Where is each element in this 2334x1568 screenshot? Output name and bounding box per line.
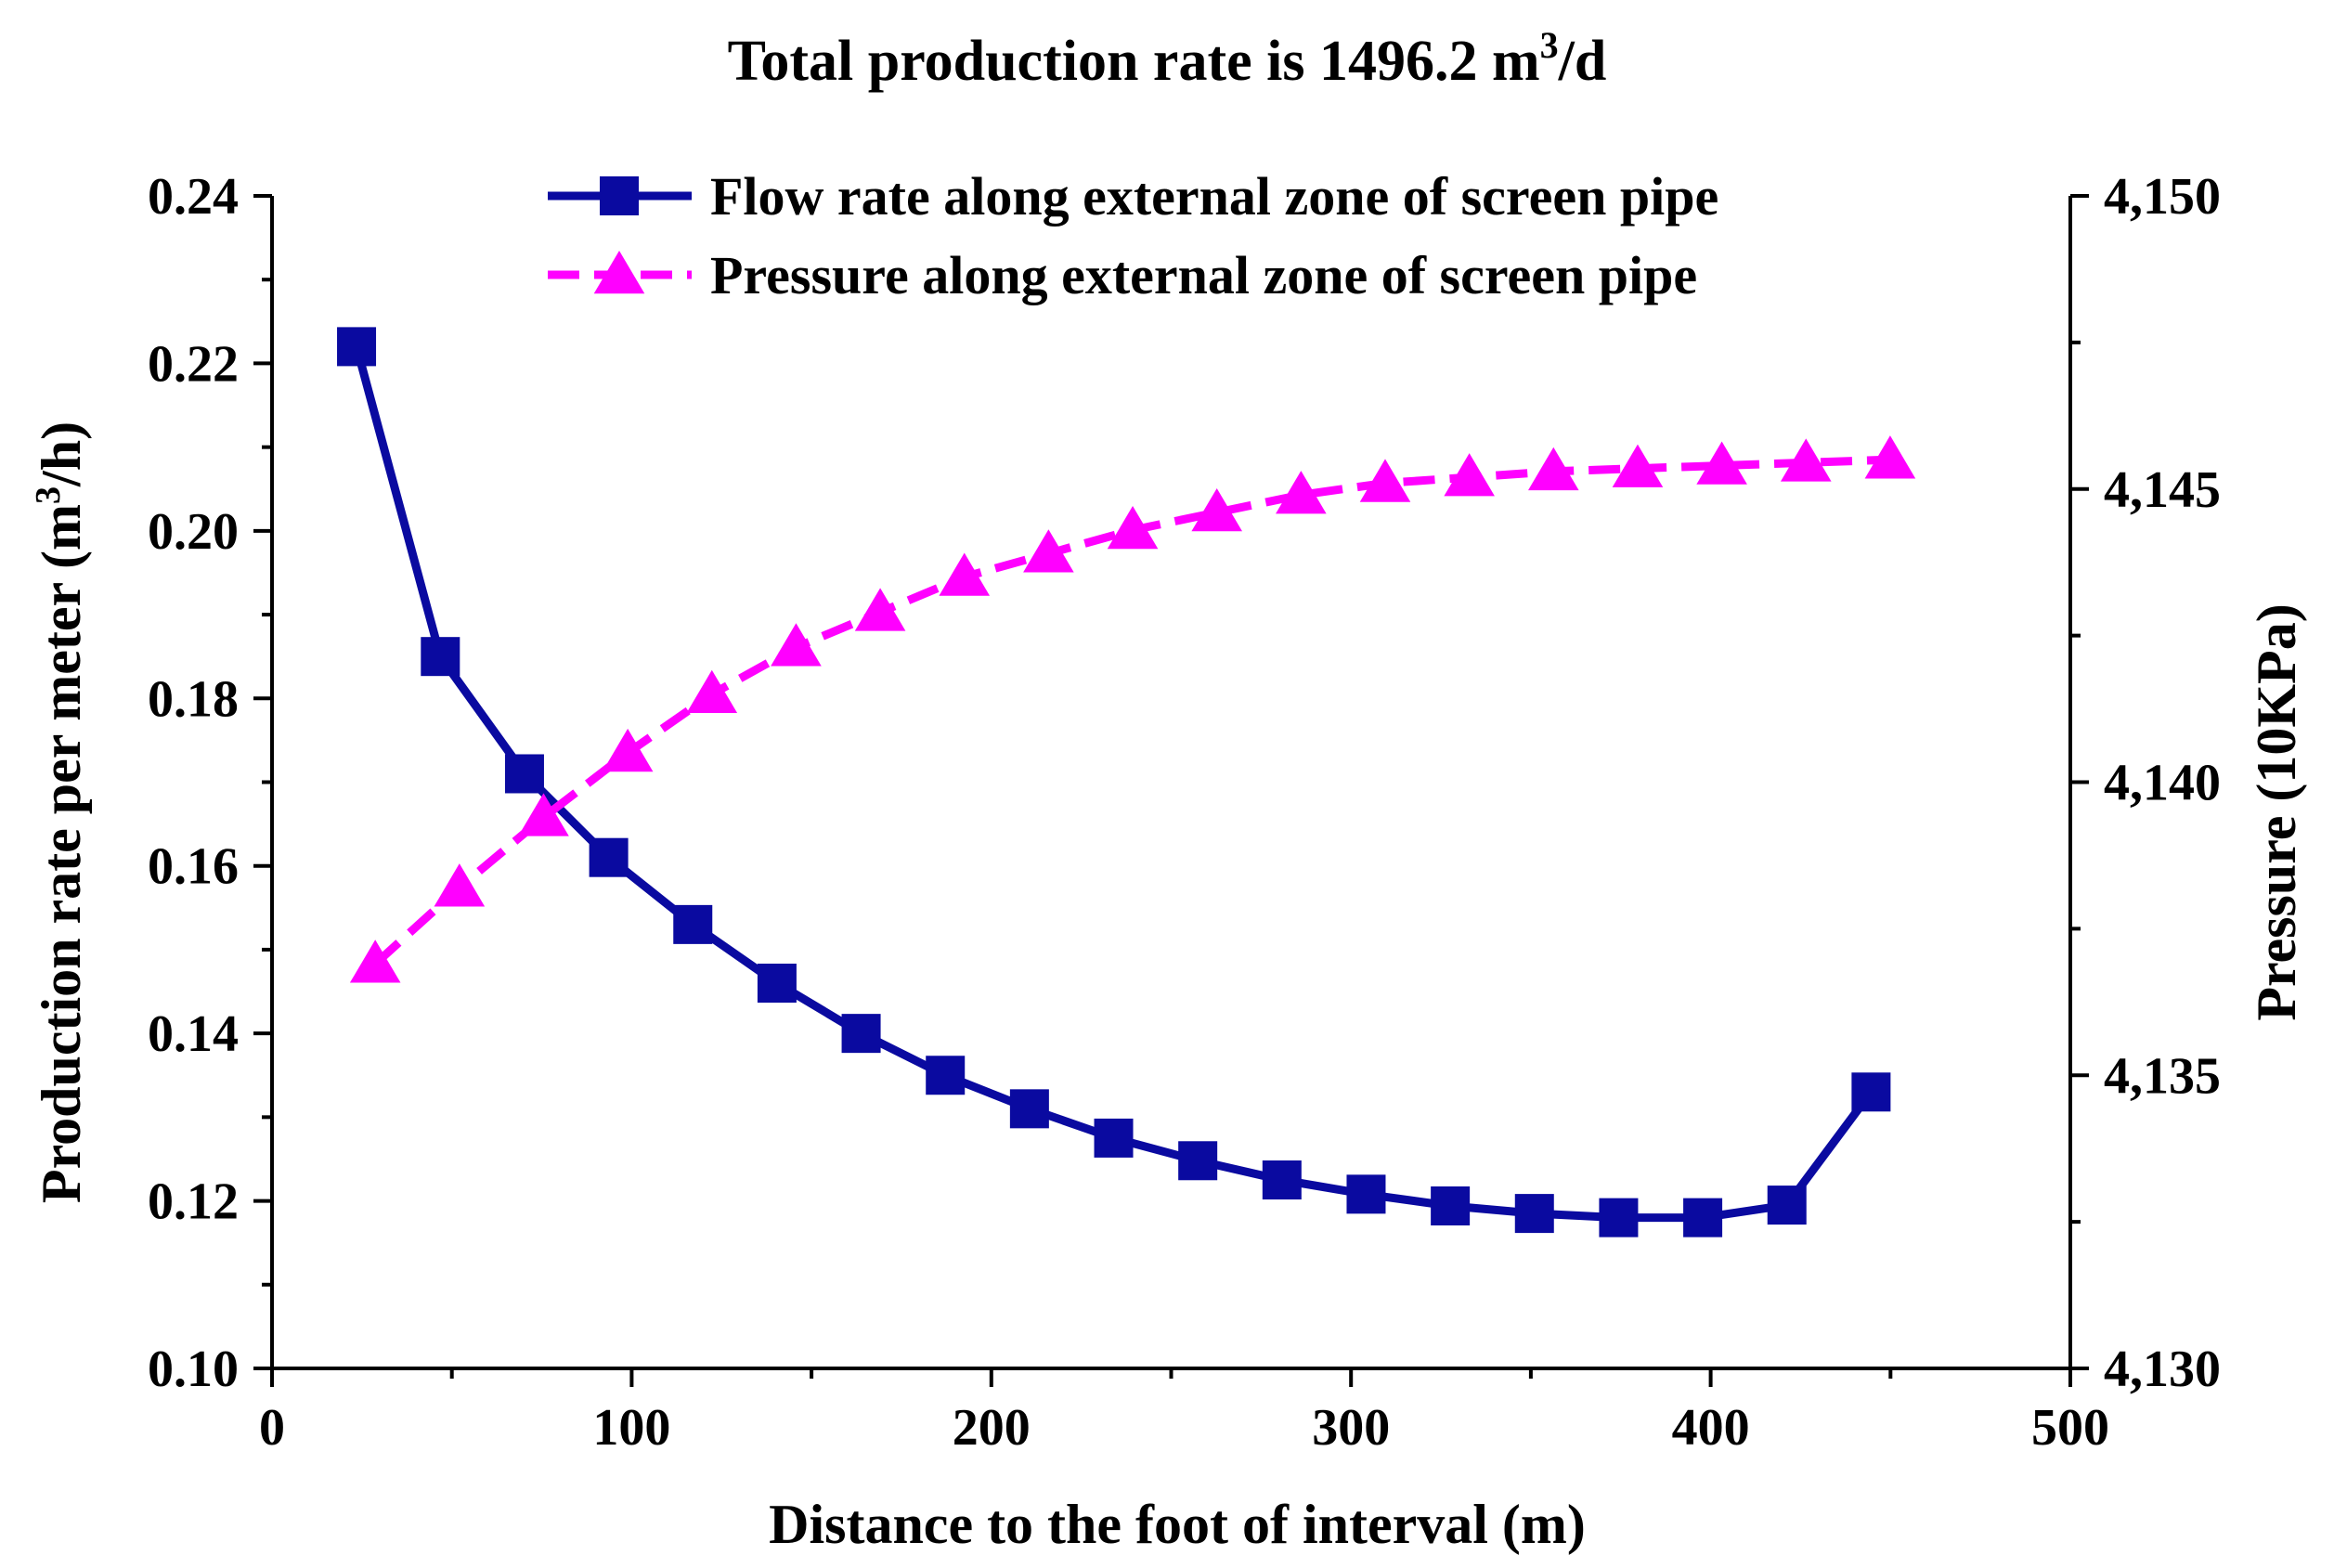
series-layer [337, 327, 1916, 1238]
data-point [1178, 1141, 1218, 1181]
x-tick-label: 400 [1672, 1399, 1750, 1457]
data-point [504, 754, 544, 794]
data-point [1528, 447, 1579, 491]
data-point [1696, 441, 1747, 485]
legend-label: Pressure along external zone of screen p… [710, 245, 1697, 305]
y2-tick-label: 4,135 [2104, 1047, 2221, 1105]
data-point [673, 904, 713, 944]
y2-tick-label: 4,140 [2104, 755, 2221, 812]
data-point [841, 1014, 881, 1054]
data-point [589, 837, 629, 877]
y-tick-label: 0.10 [148, 1341, 239, 1398]
data-point [926, 1056, 966, 1095]
y2-tick-label: 4,130 [2104, 1341, 2221, 1398]
x-tick-label: 200 [953, 1399, 1031, 1457]
data-point [1780, 438, 1832, 482]
y-axis-label-main: Production rate per meter (m [31, 504, 92, 1203]
data-point [421, 637, 460, 677]
data-point [1262, 1160, 1302, 1200]
y-tick-label: 0.20 [148, 503, 239, 561]
y-tick-label: 0.22 [148, 335, 239, 393]
data-point [434, 863, 486, 907]
data-point [1767, 1186, 1807, 1225]
legend-marker [600, 176, 639, 215]
y-axis-right: 4,130 4,135 4,140 4,145 4,150 [2070, 168, 2221, 1398]
data-point [771, 623, 822, 667]
y-axis-label-sup: 3 [29, 486, 68, 504]
data-point [1514, 1194, 1554, 1234]
data-point [757, 964, 797, 1004]
y-tick-label: 0.18 [148, 670, 239, 728]
data-point [686, 669, 738, 714]
y-tick-label: 0.12 [148, 1173, 239, 1231]
series-pressure [349, 435, 1916, 983]
data-point [1094, 1118, 1134, 1158]
chart-title-sup: 3 [1540, 24, 1559, 66]
legend: Flow rate along external zone of screen … [548, 166, 1718, 305]
y-axis-label: Production rate per meter (m3/h) [29, 421, 92, 1203]
y-tick-label: 0.24 [148, 168, 239, 226]
x-tick-label: 100 [592, 1399, 670, 1457]
chart-title: Total production rate is 1496.2 m3/d [728, 24, 1607, 93]
legend-label: Flow rate along external zone of screen … [710, 166, 1718, 227]
data-point [1346, 1174, 1386, 1214]
y-tick-label: 0.14 [148, 1005, 239, 1063]
x-tick-label: 500 [2031, 1399, 2109, 1457]
legend-item: Flow rate along external zone of screen … [548, 166, 1718, 227]
chart-title-main: Total production rate is 1496.2 m [728, 30, 1540, 93]
legend-marker [593, 251, 645, 294]
data-point [1444, 453, 1495, 497]
x-tick-label: 0 [259, 1399, 285, 1457]
data-point [854, 588, 906, 631]
data-point [1023, 529, 1074, 573]
data-point [1009, 1089, 1049, 1129]
y-axis-left: 0.10 0.12 0.14 0.16 0.18 0.20 0.22 0.24 [148, 168, 272, 1398]
series-flow-rate [337, 327, 1891, 1238]
data-point [1431, 1186, 1471, 1225]
data-point [337, 327, 377, 367]
data-point [1683, 1198, 1723, 1238]
data-point [602, 728, 654, 772]
y-axis-label-suffix: /h) [31, 421, 92, 487]
y2-tick-label: 4,145 [2104, 461, 2221, 519]
data-point [518, 793, 569, 836]
data-point [1276, 471, 1327, 514]
data-point [1107, 505, 1159, 550]
x-tick-label: 300 [1312, 1399, 1390, 1457]
x-axis: 0 100 200 300 400 500 [259, 1368, 2109, 1457]
legend-item: Pressure along external zone of screen p… [548, 245, 1697, 305]
data-point [1612, 444, 1664, 487]
y-tick-label: 0.16 [148, 838, 239, 896]
data-point [349, 940, 401, 983]
data-point [1359, 459, 1411, 502]
chart-title-suffix: /d [1558, 30, 1607, 93]
data-point [1851, 1072, 1891, 1112]
data-point [939, 552, 991, 596]
y2-axis-label: Pressure (10KPa) [2246, 603, 2307, 1020]
data-point [1191, 488, 1242, 532]
y2-tick-label: 4,150 [2104, 168, 2221, 226]
x-axis-label: Distance to the foot of interval (m) [769, 1494, 1586, 1555]
data-point [1599, 1198, 1639, 1238]
data-point [1864, 435, 1916, 479]
